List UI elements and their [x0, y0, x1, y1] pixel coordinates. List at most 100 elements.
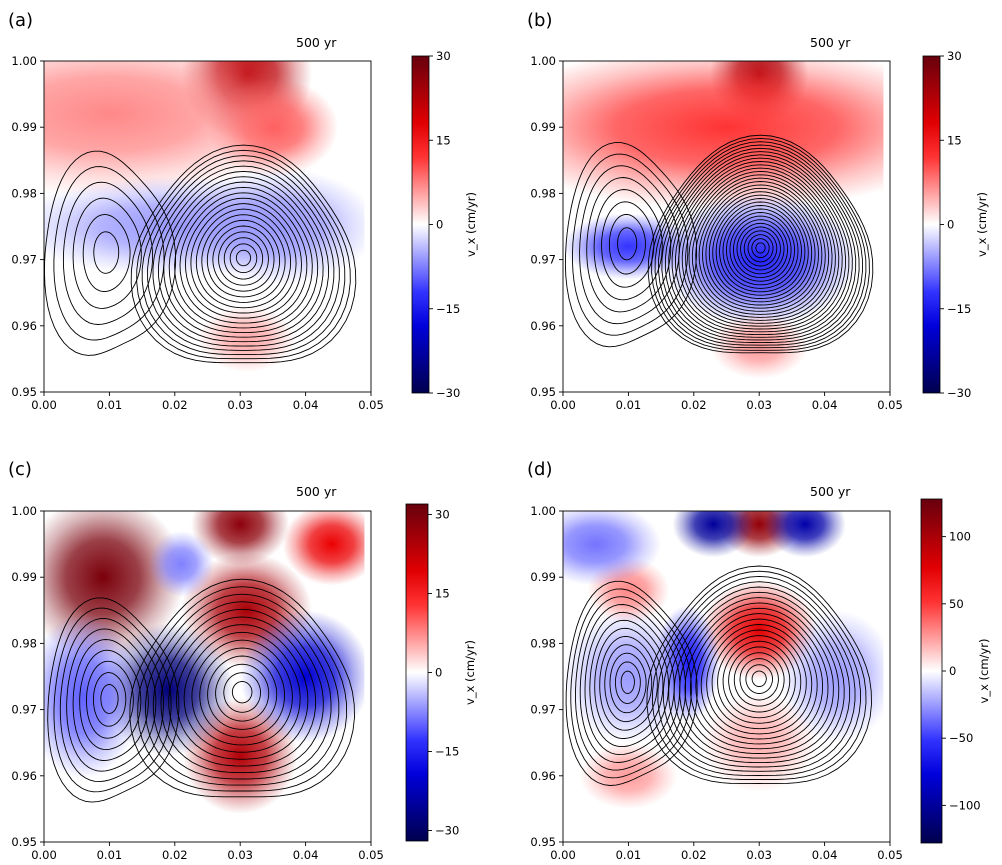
contour-line [751, 238, 770, 259]
panel-label: (b) [527, 10, 552, 31]
x-tick-label: 0.02 [681, 848, 707, 862]
field-blob [148, 530, 215, 598]
y-tick-label: 0.96 [530, 769, 556, 783]
contour-line [681, 167, 840, 327]
colorbar-tick-label: 30 [435, 508, 450, 522]
y-tick-label: 0.97 [530, 703, 556, 717]
contour-line [671, 157, 850, 336]
colorbar-tick-label: −30 [947, 386, 971, 400]
contour-line [646, 565, 872, 785]
y-tick-label: 0.99 [11, 120, 37, 134]
x-tick-label: 0.02 [681, 398, 707, 412]
contour-line [717, 635, 802, 724]
colorbar-tick-label: 15 [436, 133, 451, 147]
panel-label: (c) [8, 459, 32, 480]
contour-line [745, 664, 773, 694]
colorbar: 30 15 0 −15 −30 v_x (cm/yr) [922, 49, 989, 400]
contour-line [92, 672, 127, 727]
contour-line [698, 184, 823, 312]
colorbar-bar [411, 55, 430, 394]
x-tick-label: 0.04 [812, 398, 838, 412]
contour-line [733, 652, 785, 707]
y-tick-label: 0.95 [530, 385, 556, 399]
contour-line [137, 586, 348, 792]
colorbar-bar [922, 55, 941, 394]
y-tick-label: 1.00 [530, 54, 556, 68]
contour-line [163, 176, 324, 338]
colorbar-tick-label: −15 [436, 302, 460, 316]
x-tick-label: 0.01 [97, 848, 123, 862]
contour-line [47, 597, 180, 803]
panel-a: (a) 500 yr 0.00 0.01 0.02 0.03 0.04 0.05 0.95 0.9… [8, 10, 478, 412]
time-annotation: 500 yr [810, 484, 851, 499]
field-blob [197, 305, 296, 373]
x-tick-label: 0.05 [877, 398, 903, 412]
axes-frame [43, 60, 372, 393]
contour-line [152, 165, 335, 347]
contour-line [608, 214, 646, 275]
streamline-contours [565, 565, 872, 786]
contour-line [685, 170, 836, 324]
colorbar-tick-label: −15 [947, 302, 971, 316]
contour-line [719, 205, 802, 293]
colorbar-bar [920, 498, 943, 844]
y-tick-label: 0.95 [530, 835, 556, 849]
contour-line [604, 644, 653, 723]
field-blob [563, 610, 694, 743]
contour-line [728, 646, 791, 713]
time-annotation: 500 yr [810, 35, 851, 50]
field-blob [563, 61, 884, 210]
contour-line [593, 189, 663, 301]
contour-line [614, 661, 641, 704]
streamline-contours [47, 578, 355, 803]
contour-line [147, 160, 340, 351]
axes-frame [43, 510, 372, 843]
contour-line [93, 231, 120, 274]
contour-line [722, 640, 796, 719]
contour-line [572, 153, 689, 336]
y-tick-label: 0.95 [11, 835, 37, 849]
contour-line [82, 214, 131, 292]
colorbar-label: v_x (cm/yr) [463, 640, 477, 705]
time-annotation: 500 yr [296, 35, 337, 50]
field-blob [701, 693, 817, 793]
y-tick-label: 0.98 [11, 186, 37, 200]
colorbar-tick-label: −50 [949, 731, 973, 745]
contour-line [668, 586, 851, 768]
field-blob [563, 511, 662, 586]
contour-line [129, 578, 355, 798]
contour-line [160, 608, 324, 774]
contour-line [145, 593, 340, 786]
x-tick-label: 0.05 [358, 848, 384, 862]
axes-frame [562, 510, 891, 843]
colorbar-tick-label: −30 [435, 823, 459, 837]
colorbar-tick-label: −100 [949, 798, 981, 812]
colorbar-tick-label: 0 [436, 218, 443, 232]
panel-label: (a) [8, 10, 33, 31]
contour-line [207, 655, 278, 730]
contour-line [179, 192, 308, 324]
contour-line [201, 214, 286, 303]
contour-line [223, 672, 261, 713]
contour-line [79, 649, 142, 751]
contour-line [199, 647, 286, 738]
contour-line [212, 225, 275, 292]
contour-line [584, 611, 675, 756]
contour-line [53, 607, 172, 793]
time-annotation: 500 yr [296, 484, 337, 499]
colorbar-tick-label: −15 [435, 744, 459, 758]
contour-line [617, 227, 638, 261]
contour-line [195, 208, 292, 309]
contour-line [59, 617, 164, 783]
x-tick-label: 0.00 [550, 848, 576, 862]
y-tick-label: 0.96 [11, 769, 37, 783]
contour-line [740, 226, 781, 271]
contour-line [184, 197, 302, 319]
colorbar-label: v_x (cm/yr) [464, 192, 478, 257]
x-tick-label: 0.00 [550, 398, 576, 412]
streamline-contours [44, 144, 357, 364]
x-tick-label: 0.03 [227, 398, 253, 412]
x-tick-label: 0.03 [746, 398, 772, 412]
contour-line [229, 243, 258, 274]
contour-line [711, 629, 807, 730]
